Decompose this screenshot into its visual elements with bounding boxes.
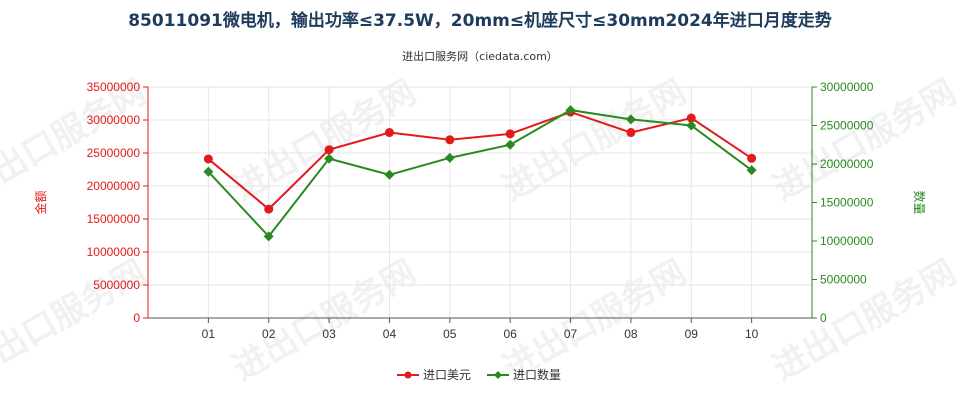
watermark-text: 进出口服务网 [496, 72, 693, 209]
y-left-tick-label: 20000000 [87, 179, 141, 193]
series-0-point [264, 204, 274, 214]
x-tick-label: 01 [202, 327, 216, 341]
legend-marker-1 [494, 371, 502, 379]
y-right-tick-label: 30000000 [820, 80, 874, 94]
series-0-point [203, 154, 213, 164]
chart-subtitle: 进出口服务网（ciedata.com） [402, 49, 558, 63]
y-left-tick-label: 25000000 [87, 146, 141, 160]
series-1-point [203, 166, 214, 177]
watermark-text: 进出口服务网 [226, 252, 423, 389]
legend-marker-0 [404, 371, 412, 379]
series-0-point [445, 135, 455, 145]
y-right-tick-label: 20000000 [820, 157, 874, 171]
y-left-tick-label: 35000000 [87, 80, 141, 94]
plot-area: 0 5000000 10000000 15000000 20000000 25000000… [33, 80, 927, 341]
watermark-text: 进出口服务网 [226, 72, 423, 209]
y-left-axis-title: 金额 [33, 190, 48, 214]
y-left-tick-label: 10000000 [87, 245, 141, 259]
series-0-point [686, 113, 696, 123]
series-1-point [565, 105, 576, 116]
x-tick-label: 07 [564, 327, 578, 341]
y-right-tick-label: 10000000 [820, 234, 874, 248]
x-tick-label: 03 [322, 327, 336, 341]
x-tick-label: 05 [443, 327, 457, 341]
x-tick-label: 06 [504, 327, 518, 341]
x-tick-label: 09 [685, 327, 699, 341]
series-0-point [384, 128, 394, 138]
y-right-tick-label: 25000000 [820, 119, 874, 133]
series-0-point [747, 153, 757, 163]
series-0-point [505, 129, 515, 139]
series-1-point [686, 120, 697, 131]
series-1-point [384, 169, 395, 180]
y-right-tick-label: 0 [820, 311, 827, 325]
series-1-point [746, 165, 757, 176]
y-right-axis-title: 数量 [912, 190, 927, 214]
x-tick-label: 04 [383, 327, 397, 341]
series-line-0 [207, 111, 753, 211]
series-1-point [263, 231, 274, 242]
series-1-point [444, 152, 455, 163]
y-left-tick-label: 5000000 [93, 278, 140, 292]
series-1-point [625, 114, 636, 125]
series-line-1 [207, 109, 753, 238]
legend-label-0: 进口美元 [423, 368, 471, 382]
x-tick-label: 10 [745, 327, 759, 341]
legend: 进口美元 进口数量 [397, 367, 561, 382]
x-tick-label: 02 [262, 327, 276, 341]
series-1-point [505, 139, 516, 150]
y-left-tick-label: 30000000 [87, 113, 141, 127]
y-right-tick-label: 5000000 [820, 273, 867, 287]
y-left-tick-label: 15000000 [87, 212, 141, 226]
watermark-text: 进出口服务网 [0, 252, 153, 389]
y-right-tick-label: 15000000 [820, 196, 874, 210]
legend-label-1: 进口数量 [513, 367, 561, 382]
series-1-point [324, 153, 335, 164]
x-tick-label: 08 [624, 327, 638, 341]
series-0-point [324, 145, 334, 155]
y-left-tick-label: 0 [133, 311, 140, 325]
series-0-point [626, 128, 636, 138]
chart-title: 85011091微电机，输出功率≤37.5W，20mm≤机座尺寸≤30mm202… [128, 10, 832, 31]
